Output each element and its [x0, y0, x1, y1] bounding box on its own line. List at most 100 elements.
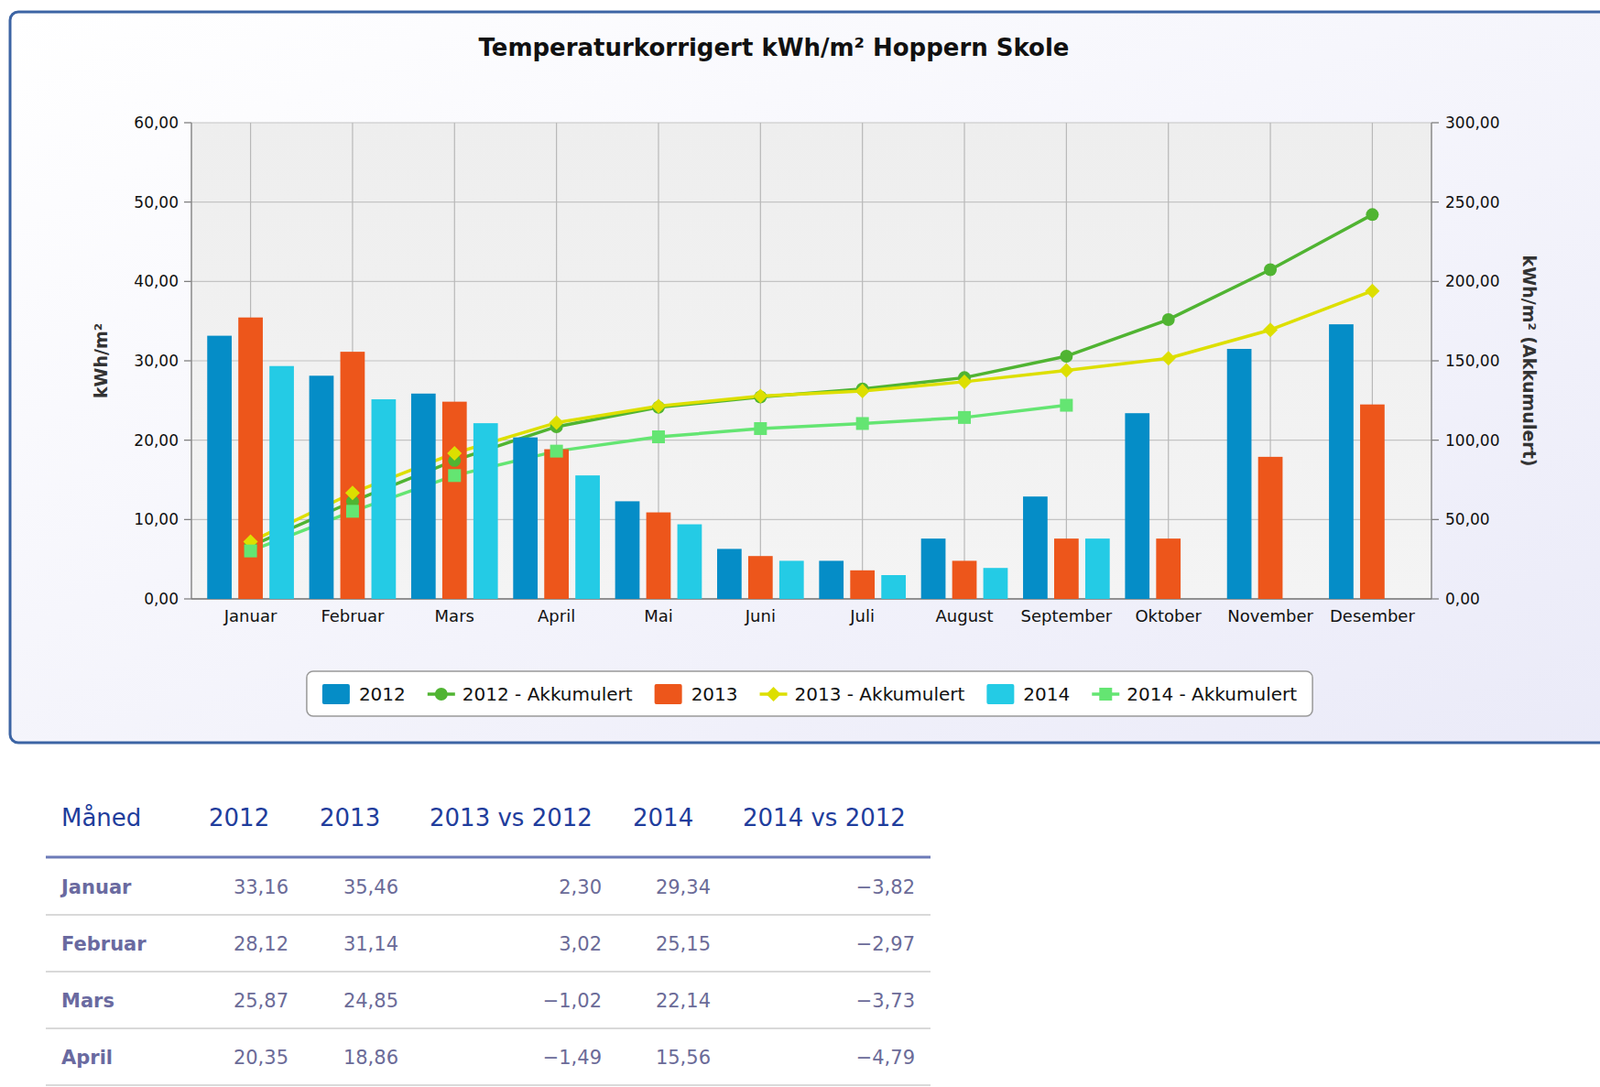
table-cell: −4,79: [856, 1046, 915, 1069]
table-cell: 20,35: [233, 1046, 289, 1069]
line-marker: [856, 416, 870, 430]
table-cell: −2,97: [856, 933, 915, 956]
table-cell: 35,46: [343, 876, 399, 899]
bar: [1085, 538, 1111, 599]
bar: [1124, 413, 1150, 599]
plot-background: [191, 122, 1432, 599]
chart-panel: [10, 11, 1600, 743]
line-marker: [446, 446, 462, 461]
y-tick: [184, 201, 192, 203]
x-tick-label: Juli: [848, 606, 875, 626]
table-cell: 33,16: [233, 876, 289, 899]
line-marker: [652, 430, 665, 444]
table-header: 2012: [208, 804, 270, 832]
bar: [1227, 348, 1252, 599]
table-cell: 28,12: [233, 933, 289, 956]
y2-tick-label: 100,00: [1445, 431, 1500, 450]
line-marker: [753, 422, 767, 436]
table-cell: 24,85: [343, 990, 399, 1013]
y2-axis-line: [1430, 122, 1433, 599]
bar: [921, 538, 947, 599]
table-cell: −1,49: [543, 1046, 602, 1069]
legend-swatch: [986, 684, 1014, 705]
bar: [779, 560, 805, 599]
legend-item: 2012: [322, 683, 406, 706]
x-tick-label: Desember: [1329, 606, 1415, 626]
x-tick-label: Februar: [320, 606, 385, 626]
x-grid-line: [861, 122, 863, 599]
y-tick-label: 50,00: [133, 193, 179, 212]
legend-swatch: [654, 684, 683, 705]
table-header-rule: [45, 856, 931, 860]
y2-tick-label: 0,00: [1445, 589, 1481, 609]
line-marker: [346, 504, 360, 518]
legend-box: [306, 671, 1313, 717]
legend-label: 2014: [1023, 683, 1070, 706]
table-row-label: Mars: [61, 990, 115, 1013]
bar: [881, 575, 906, 599]
table-row-rule: [45, 970, 931, 973]
legend-item: 2013 - Akkumulert: [760, 683, 966, 706]
x-tick-label: August: [936, 606, 994, 626]
bar: [206, 336, 232, 599]
bar: [473, 423, 499, 599]
bar: [1023, 496, 1048, 599]
line-marker: [345, 485, 360, 501]
table-cell: 25,87: [233, 990, 289, 1013]
y2-tick-label: 200,00: [1445, 272, 1500, 291]
table-header: 2014: [632, 804, 694, 832]
x-grid-line: [760, 122, 762, 599]
table-row-rule: [45, 914, 931, 916]
line-marker: [651, 399, 666, 414]
x-tick-label: Januar: [223, 606, 278, 626]
y2-tick: [1431, 359, 1439, 361]
x-tick-label: April: [537, 606, 576, 626]
line-marker: [549, 415, 565, 431]
table-row-label: Februar: [61, 933, 147, 956]
y-axis-title: kWh/m²: [90, 323, 111, 399]
y2-tick: [1431, 201, 1439, 203]
line-marker: [752, 388, 768, 403]
table-cell: 25,15: [655, 933, 711, 956]
bar: [340, 351, 366, 599]
legend-item: 2014: [986, 683, 1070, 706]
bar: [309, 375, 335, 599]
chart-title: Temperaturkorrigert kWh/m² Hoppern Skole: [478, 33, 1069, 62]
x-tick-label: Oktober: [1134, 606, 1202, 626]
legend-label: 2012 - Akkumulert: [462, 683, 633, 706]
bar: [411, 393, 436, 599]
y-tick-label: 30,00: [133, 351, 179, 371]
bar: [615, 500, 641, 599]
bar: [1360, 404, 1385, 599]
table-cell: 3,02: [558, 933, 602, 956]
bar: [371, 399, 397, 599]
line-marker: [1364, 283, 1380, 299]
y-tick: [184, 121, 192, 123]
x-grid-line: [963, 122, 965, 599]
bar: [1155, 538, 1181, 599]
legend-marker: [435, 687, 448, 701]
legend-item: 2013: [654, 683, 739, 706]
table-row-rule: [45, 1027, 931, 1030]
line-marker: [1059, 399, 1073, 413]
grid-line: [191, 201, 1432, 203]
y-tick: [184, 439, 192, 441]
bars-group: [206, 317, 1385, 599]
bar: [238, 317, 263, 599]
legend: 2012 2012 - Akkumulert 2013 2013 - Akkumule…: [306, 671, 1313, 717]
table-cell: −3,73: [856, 990, 915, 1013]
legend-label: 2013: [691, 683, 739, 706]
table-header: 2013 vs 2012: [429, 804, 593, 832]
legend-label: 2014 - Akkumulert: [1126, 683, 1297, 706]
y-tick: [184, 281, 192, 283]
bar: [952, 560, 978, 599]
table-cell: 2,30: [558, 876, 602, 899]
legend-marker: [766, 686, 782, 702]
y-tick: [184, 519, 192, 521]
legend-marker: [1099, 687, 1112, 701]
bar: [818, 560, 844, 599]
x-tick-label: Mai: [643, 606, 674, 626]
y2-axis-title: kWh/m² (Akkumulert): [1519, 255, 1540, 468]
line-marker: [1059, 349, 1073, 363]
y-tick-label: 10,00: [133, 510, 179, 529]
